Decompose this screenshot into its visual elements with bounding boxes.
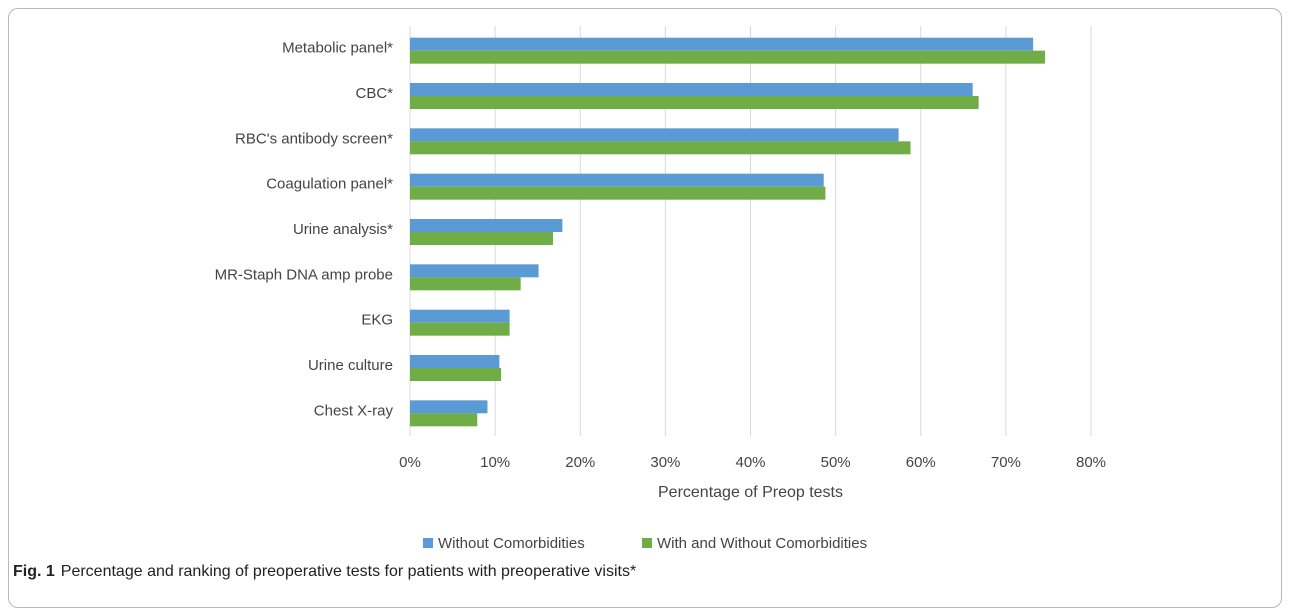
legend-swatch — [642, 538, 652, 548]
legend-swatch — [423, 538, 433, 548]
bar-with-and-without-comorbidities — [410, 50, 1046, 64]
caption-text: Percentage and ranking of preoperative t… — [60, 563, 637, 580]
x-tick-label: 50% — [821, 454, 851, 471]
category-label: CBC* — [355, 85, 393, 102]
category-label: MR-Staph DNA amp probe — [215, 266, 393, 283]
legend-label: Without Comorbidities — [438, 535, 585, 552]
bar-without-comorbidities — [410, 128, 899, 142]
bar-without-comorbidities — [410, 37, 1034, 51]
bar-without-comorbidities — [410, 219, 563, 232]
category-label: Urine analysis* — [293, 221, 393, 238]
x-tick-label: 60% — [906, 454, 936, 471]
bar-without-comorbidities — [410, 173, 824, 187]
bar-without-comorbidities — [410, 309, 510, 323]
bar-without-comorbidities — [410, 83, 973, 96]
bar-with-and-without-comorbidities — [410, 277, 521, 291]
category-label: RBC's antibody screen* — [235, 130, 393, 147]
category-label: Urine culture — [308, 357, 393, 374]
x-axis-title: Percentage of Preop tests — [658, 484, 843, 501]
category-label: Coagulation panel* — [266, 176, 393, 193]
bar-without-comorbidities — [410, 264, 539, 278]
x-tick-label: 20% — [565, 454, 595, 471]
legend: Without Comorbidities With and Without Co… — [423, 535, 867, 552]
category-label: Chest X-ray — [314, 402, 394, 419]
bar-with-and-without-comorbidities — [410, 322, 510, 336]
bar-with-and-without-comorbidities — [410, 368, 502, 381]
legend-label: With and Without Comorbidities — [657, 535, 867, 552]
x-tick-label: 80% — [1076, 454, 1106, 471]
category-label: Metabolic panel* — [282, 40, 393, 57]
bar-without-comorbidities — [410, 355, 500, 368]
bar-with-and-without-comorbidities — [410, 141, 911, 155]
x-tick-label: 70% — [991, 454, 1021, 471]
x-tick-label: 30% — [650, 454, 680, 471]
x-tick-label: 0% — [399, 454, 421, 471]
bar-with-and-without-comorbidities — [410, 96, 979, 109]
figure-caption: Fig. 1 Percentage and ranking of preopera… — [13, 563, 636, 581]
bar-chart: Metabolic panel* CBC* RBC's antibody scree… — [215, 26, 1106, 552]
x-tick-labels: 0% 10% 20% 30% 40% 50% 60% 70% 80% — [399, 454, 1106, 471]
bar-with-and-without-comorbidities — [410, 186, 826, 200]
bar-with-and-without-comorbidities — [410, 232, 554, 245]
x-tick-label: 40% — [735, 454, 765, 471]
bar-without-comorbidities — [410, 400, 488, 414]
x-tick-label: 10% — [480, 454, 510, 471]
figure-label: Fig. 1 — [13, 563, 55, 580]
category-labels: Metabolic panel* CBC* RBC's antibody scree… — [215, 40, 394, 420]
bars — [410, 37, 1046, 427]
category-label: EKG — [361, 312, 393, 329]
bar-with-and-without-comorbidities — [410, 413, 478, 427]
